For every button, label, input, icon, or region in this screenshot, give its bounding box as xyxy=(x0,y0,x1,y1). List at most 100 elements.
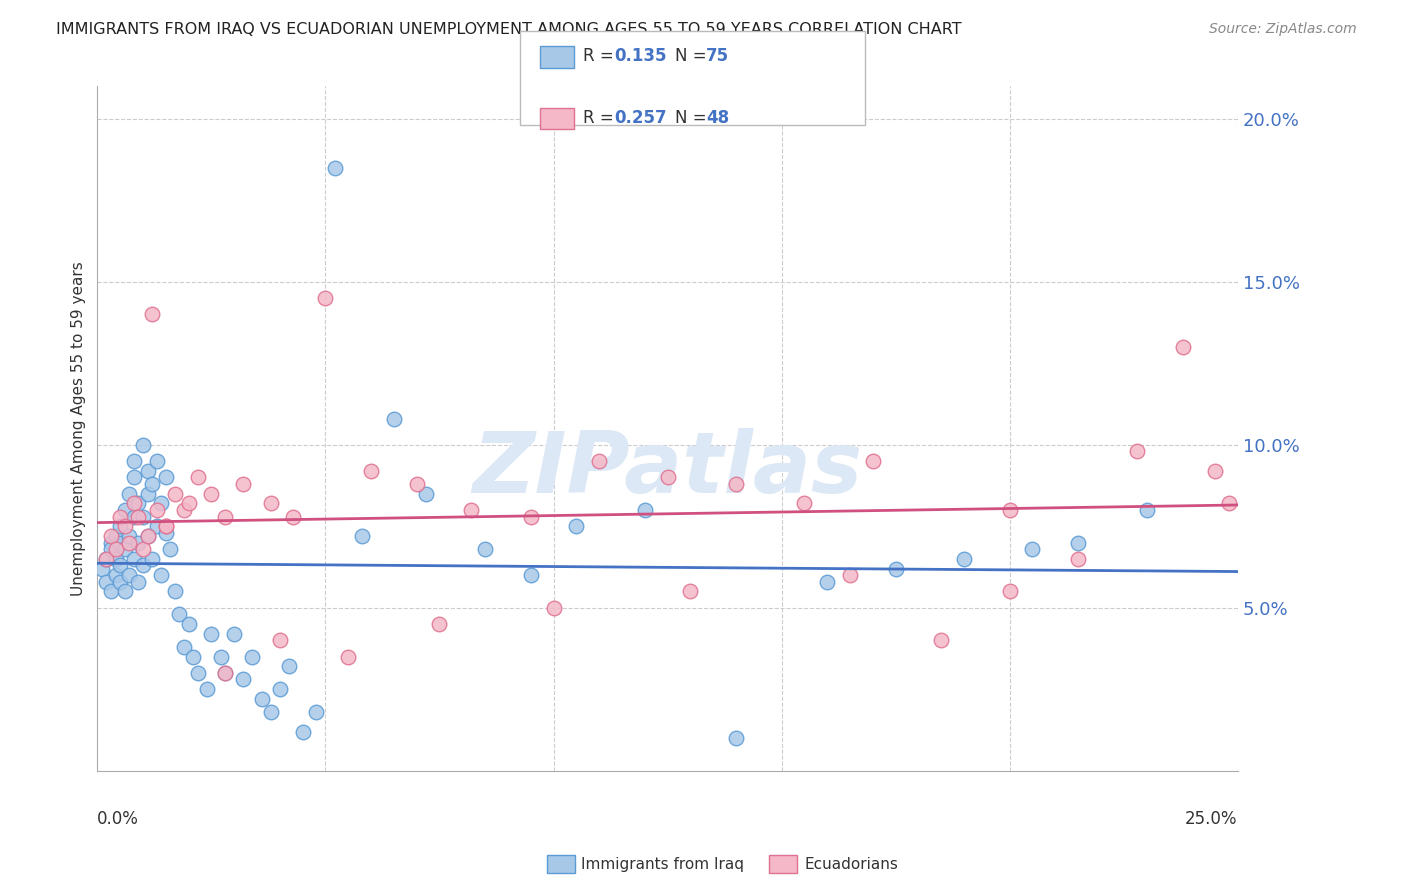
Point xyxy=(269,633,291,648)
Point xyxy=(242,649,264,664)
Point xyxy=(90,562,112,576)
Point xyxy=(127,535,149,549)
Point xyxy=(163,486,186,500)
Point xyxy=(108,574,131,589)
Point xyxy=(181,649,204,664)
Point xyxy=(323,161,346,175)
Point xyxy=(224,627,246,641)
Point xyxy=(104,542,127,557)
Point xyxy=(100,529,122,543)
Point xyxy=(862,454,884,468)
Text: N =: N = xyxy=(675,47,711,65)
Point xyxy=(283,509,305,524)
Point xyxy=(657,470,679,484)
Point xyxy=(122,454,145,468)
Point xyxy=(839,568,862,582)
Point xyxy=(429,617,451,632)
Point xyxy=(1171,340,1194,354)
Point xyxy=(122,552,145,566)
Point xyxy=(998,503,1021,517)
Point xyxy=(108,535,131,549)
Text: R =: R = xyxy=(583,109,620,127)
Point xyxy=(998,584,1021,599)
Point xyxy=(132,438,155,452)
Point xyxy=(214,509,236,524)
Point xyxy=(195,682,218,697)
Point xyxy=(169,607,191,622)
Point xyxy=(565,519,588,533)
Point xyxy=(214,665,236,680)
Point xyxy=(163,584,186,599)
Text: Source: ZipAtlas.com: Source: ZipAtlas.com xyxy=(1209,22,1357,37)
Point xyxy=(209,649,232,664)
Point xyxy=(793,496,815,510)
Point xyxy=(118,486,141,500)
Point xyxy=(269,682,291,697)
Point xyxy=(155,519,177,533)
Point xyxy=(350,529,373,543)
Point xyxy=(155,470,177,484)
Point xyxy=(150,568,173,582)
Text: 48: 48 xyxy=(706,109,728,127)
Point xyxy=(127,574,149,589)
Point xyxy=(114,542,136,557)
Point xyxy=(141,477,163,491)
Point xyxy=(1067,552,1090,566)
Point xyxy=(96,552,118,566)
Text: R =: R = xyxy=(583,47,620,65)
Point xyxy=(177,496,200,510)
Point xyxy=(200,627,222,641)
Point xyxy=(108,519,131,533)
Text: ZIPatlas: ZIPatlas xyxy=(472,428,863,511)
Point xyxy=(360,464,382,478)
Point xyxy=(104,552,127,566)
Point xyxy=(127,509,149,524)
Point xyxy=(260,496,283,510)
Point xyxy=(1126,444,1149,458)
Point xyxy=(122,496,145,510)
Point xyxy=(145,503,167,517)
Text: 0.257: 0.257 xyxy=(614,109,666,127)
Point xyxy=(260,705,283,719)
Point xyxy=(136,486,159,500)
Point xyxy=(337,649,360,664)
Text: 75: 75 xyxy=(706,47,728,65)
Point xyxy=(145,519,167,533)
Point xyxy=(214,665,236,680)
Point xyxy=(250,692,273,706)
Point xyxy=(150,496,173,510)
Point xyxy=(1021,542,1043,557)
Point xyxy=(145,454,167,468)
Point xyxy=(291,724,314,739)
Point xyxy=(104,529,127,543)
Point xyxy=(884,562,907,576)
Point xyxy=(100,584,122,599)
Text: 0.135: 0.135 xyxy=(614,47,666,65)
Point xyxy=(953,552,976,566)
Point xyxy=(122,509,145,524)
Point xyxy=(519,509,541,524)
Point xyxy=(118,568,141,582)
Point xyxy=(155,525,177,540)
Point xyxy=(136,529,159,543)
Point xyxy=(405,477,427,491)
Point xyxy=(136,529,159,543)
Point xyxy=(634,503,657,517)
Point xyxy=(141,552,163,566)
Point xyxy=(118,535,141,549)
Point xyxy=(122,470,145,484)
Point xyxy=(187,665,209,680)
Point xyxy=(173,640,195,654)
Point xyxy=(108,509,131,524)
Point xyxy=(724,731,747,745)
Point xyxy=(114,503,136,517)
Point xyxy=(519,568,541,582)
Point xyxy=(96,574,118,589)
Point xyxy=(929,633,952,648)
Point xyxy=(679,584,702,599)
Point xyxy=(104,568,127,582)
Point xyxy=(108,558,131,573)
Point xyxy=(724,477,747,491)
Text: 25.0%: 25.0% xyxy=(1185,810,1237,828)
Point xyxy=(155,519,177,533)
